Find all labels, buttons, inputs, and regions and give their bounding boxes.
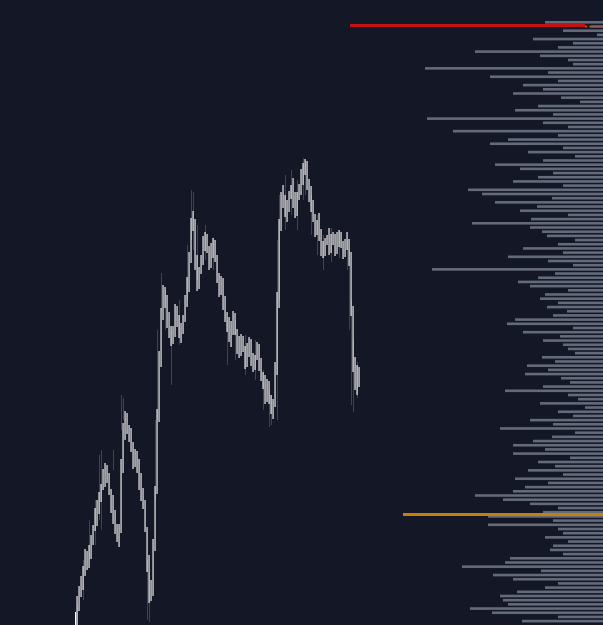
volume-profile-histogram [425, 21, 603, 623]
resistance-line[interactable] [350, 24, 603, 28]
price-series-bars [75, 159, 360, 625]
support-line[interactable] [403, 513, 603, 516]
